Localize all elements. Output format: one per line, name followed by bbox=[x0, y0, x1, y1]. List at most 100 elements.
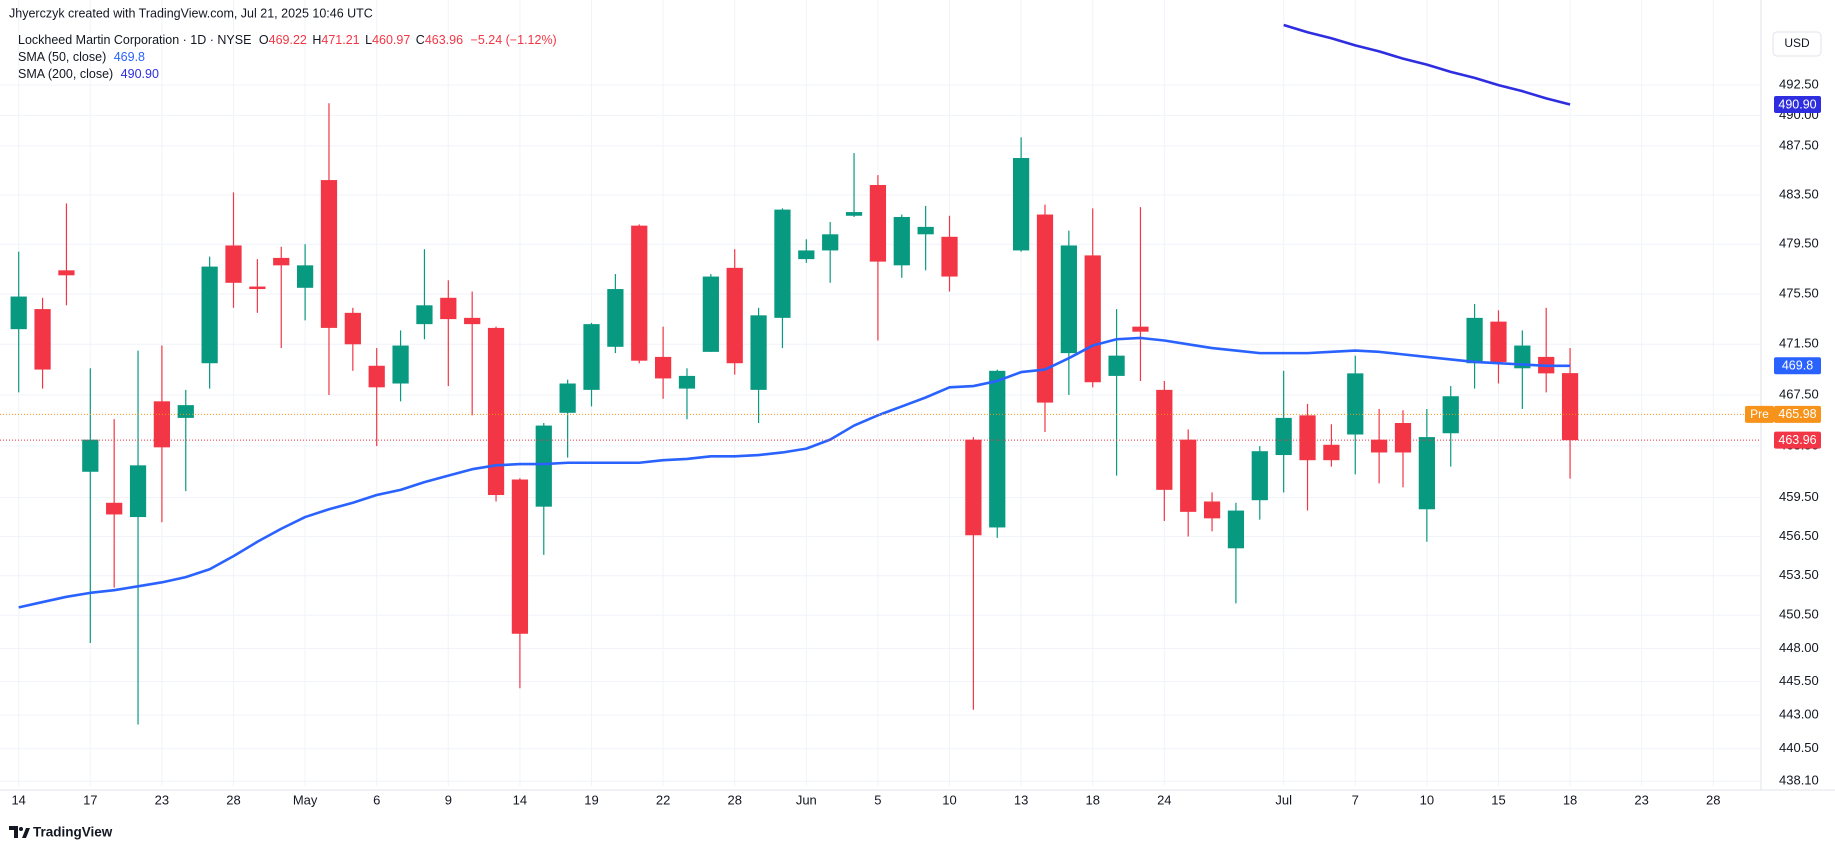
candle-body bbox=[416, 305, 433, 325]
candle-body bbox=[774, 209, 791, 318]
x-tick-label: 10 bbox=[942, 792, 956, 807]
y-tick-label: 487.50 bbox=[1779, 137, 1819, 152]
candle-body bbox=[225, 245, 242, 283]
x-tick-label: 9 bbox=[445, 792, 452, 807]
candle-body bbox=[129, 465, 147, 518]
ohlc-value: 469.22 bbox=[269, 33, 307, 47]
legend-value: 490.90 bbox=[121, 67, 159, 81]
candle-body bbox=[1514, 345, 1531, 369]
candle-body bbox=[1060, 245, 1077, 354]
x-tick-label: 17 bbox=[83, 792, 97, 807]
candle-body bbox=[631, 225, 648, 361]
symbol-title: Lockheed Martin Corporation · 1D · NYSE bbox=[18, 33, 251, 47]
candle-body bbox=[1227, 510, 1245, 549]
candle-body bbox=[487, 327, 505, 496]
ohlc-letter: O bbox=[259, 33, 269, 47]
candle-body bbox=[1394, 423, 1412, 453]
ohlc-letter: H bbox=[312, 33, 321, 47]
candle-body bbox=[320, 180, 338, 328]
sma-price-label-box bbox=[1774, 95, 1821, 113]
candle-body bbox=[1108, 355, 1125, 376]
pre-market-price-label: 465.98 bbox=[1778, 407, 1816, 421]
sma-line bbox=[18, 336, 1571, 609]
candle-body bbox=[941, 236, 958, 277]
x-tick-label: 24 bbox=[1157, 792, 1171, 807]
axes: 492.50490.00487.50483.50479.50475.50471.… bbox=[0, 0, 1835, 807]
candle-body bbox=[1442, 396, 1459, 434]
candle-body bbox=[559, 383, 576, 413]
last-price-label: 463.96 bbox=[1778, 433, 1816, 447]
candle-body bbox=[1561, 373, 1579, 441]
pre-market-tag bbox=[1745, 405, 1774, 423]
x-tick-label: 28 bbox=[1706, 792, 1720, 807]
candle-body bbox=[273, 257, 290, 266]
candle-body bbox=[583, 324, 600, 390]
candle-body bbox=[702, 276, 719, 352]
x-tick-label: 10 bbox=[1420, 792, 1434, 807]
x-tick-label: Jun bbox=[796, 792, 817, 807]
ohlc-header: Lockheed Martin Corporation · 1D · NYSE … bbox=[18, 33, 557, 47]
candle-body bbox=[34, 309, 51, 370]
candle-body bbox=[654, 356, 672, 379]
candle-body bbox=[1013, 158, 1030, 251]
currency-button[interactable] bbox=[1772, 31, 1822, 57]
y-tick-label: 471.50 bbox=[1779, 336, 1819, 351]
y-tick-label: 438.10 bbox=[1779, 773, 1819, 788]
ohlc-value: 471.21 bbox=[321, 33, 359, 47]
x-tick-label: 18 bbox=[1563, 792, 1577, 807]
candle-body bbox=[893, 216, 910, 266]
y-tick-label: 440.50 bbox=[1779, 740, 1819, 755]
pre-market-price-label-box bbox=[1774, 405, 1821, 423]
x-tick-label: 23 bbox=[155, 792, 169, 807]
sma-line bbox=[1283, 23, 1571, 106]
ohlc-letter: L bbox=[365, 33, 372, 47]
x-tick-label: 23 bbox=[1634, 792, 1648, 807]
candle-body bbox=[1347, 373, 1364, 435]
candle-body bbox=[440, 297, 457, 320]
candle-body bbox=[249, 286, 266, 290]
x-tick-label: 18 bbox=[1085, 792, 1099, 807]
y-tick-label: 467.50 bbox=[1779, 386, 1819, 401]
grid bbox=[0, 0, 1761, 786]
candle-body bbox=[965, 439, 982, 536]
candle-body bbox=[177, 405, 194, 418]
y-tick-label: 450.50 bbox=[1779, 607, 1819, 622]
y-tick-label: 456.50 bbox=[1779, 528, 1819, 543]
candle-body bbox=[1299, 415, 1316, 461]
legend-name: SMA (50, close) bbox=[18, 50, 106, 64]
candle-body bbox=[1371, 439, 1388, 453]
candle-body bbox=[535, 425, 552, 507]
x-tick-label: 6 bbox=[373, 792, 380, 807]
candle-body bbox=[798, 250, 815, 260]
candle-body bbox=[1132, 326, 1149, 332]
y-tick-label: 453.50 bbox=[1779, 567, 1819, 582]
x-tick-label: May bbox=[293, 792, 318, 807]
y-tick-label: 475.50 bbox=[1779, 285, 1819, 300]
y-tick-label: 448.00 bbox=[1779, 640, 1819, 655]
y-tick-label: 443.00 bbox=[1779, 707, 1819, 722]
currency[interactable]: USD bbox=[1784, 36, 1810, 50]
candle-body bbox=[989, 370, 1006, 528]
candle-body bbox=[368, 365, 385, 388]
x-tick-label: 19 bbox=[584, 792, 598, 807]
candle-body bbox=[106, 502, 123, 515]
ohlc-letter: C bbox=[416, 33, 425, 47]
y-tick-label: 479.50 bbox=[1779, 236, 1819, 251]
brand: TradingView bbox=[33, 825, 113, 840]
y-tick-label: 445.50 bbox=[1779, 673, 1819, 688]
x-tick-label: 5 bbox=[874, 792, 881, 807]
y-tick-label: 483.50 bbox=[1779, 186, 1819, 201]
candle-body bbox=[1084, 255, 1101, 383]
candle-body bbox=[1418, 437, 1435, 510]
candle-body bbox=[153, 401, 171, 448]
change: −5.24 (−1.12%) bbox=[471, 33, 557, 47]
candle-body bbox=[296, 265, 314, 288]
legend-name: SMA (200, close) bbox=[18, 67, 113, 81]
candle-body bbox=[10, 296, 27, 330]
brand-logo bbox=[9, 826, 30, 838]
candle-body bbox=[917, 226, 934, 235]
x-tick-label: 22 bbox=[656, 792, 670, 807]
candle-body bbox=[607, 289, 624, 347]
candle-body bbox=[678, 375, 696, 389]
